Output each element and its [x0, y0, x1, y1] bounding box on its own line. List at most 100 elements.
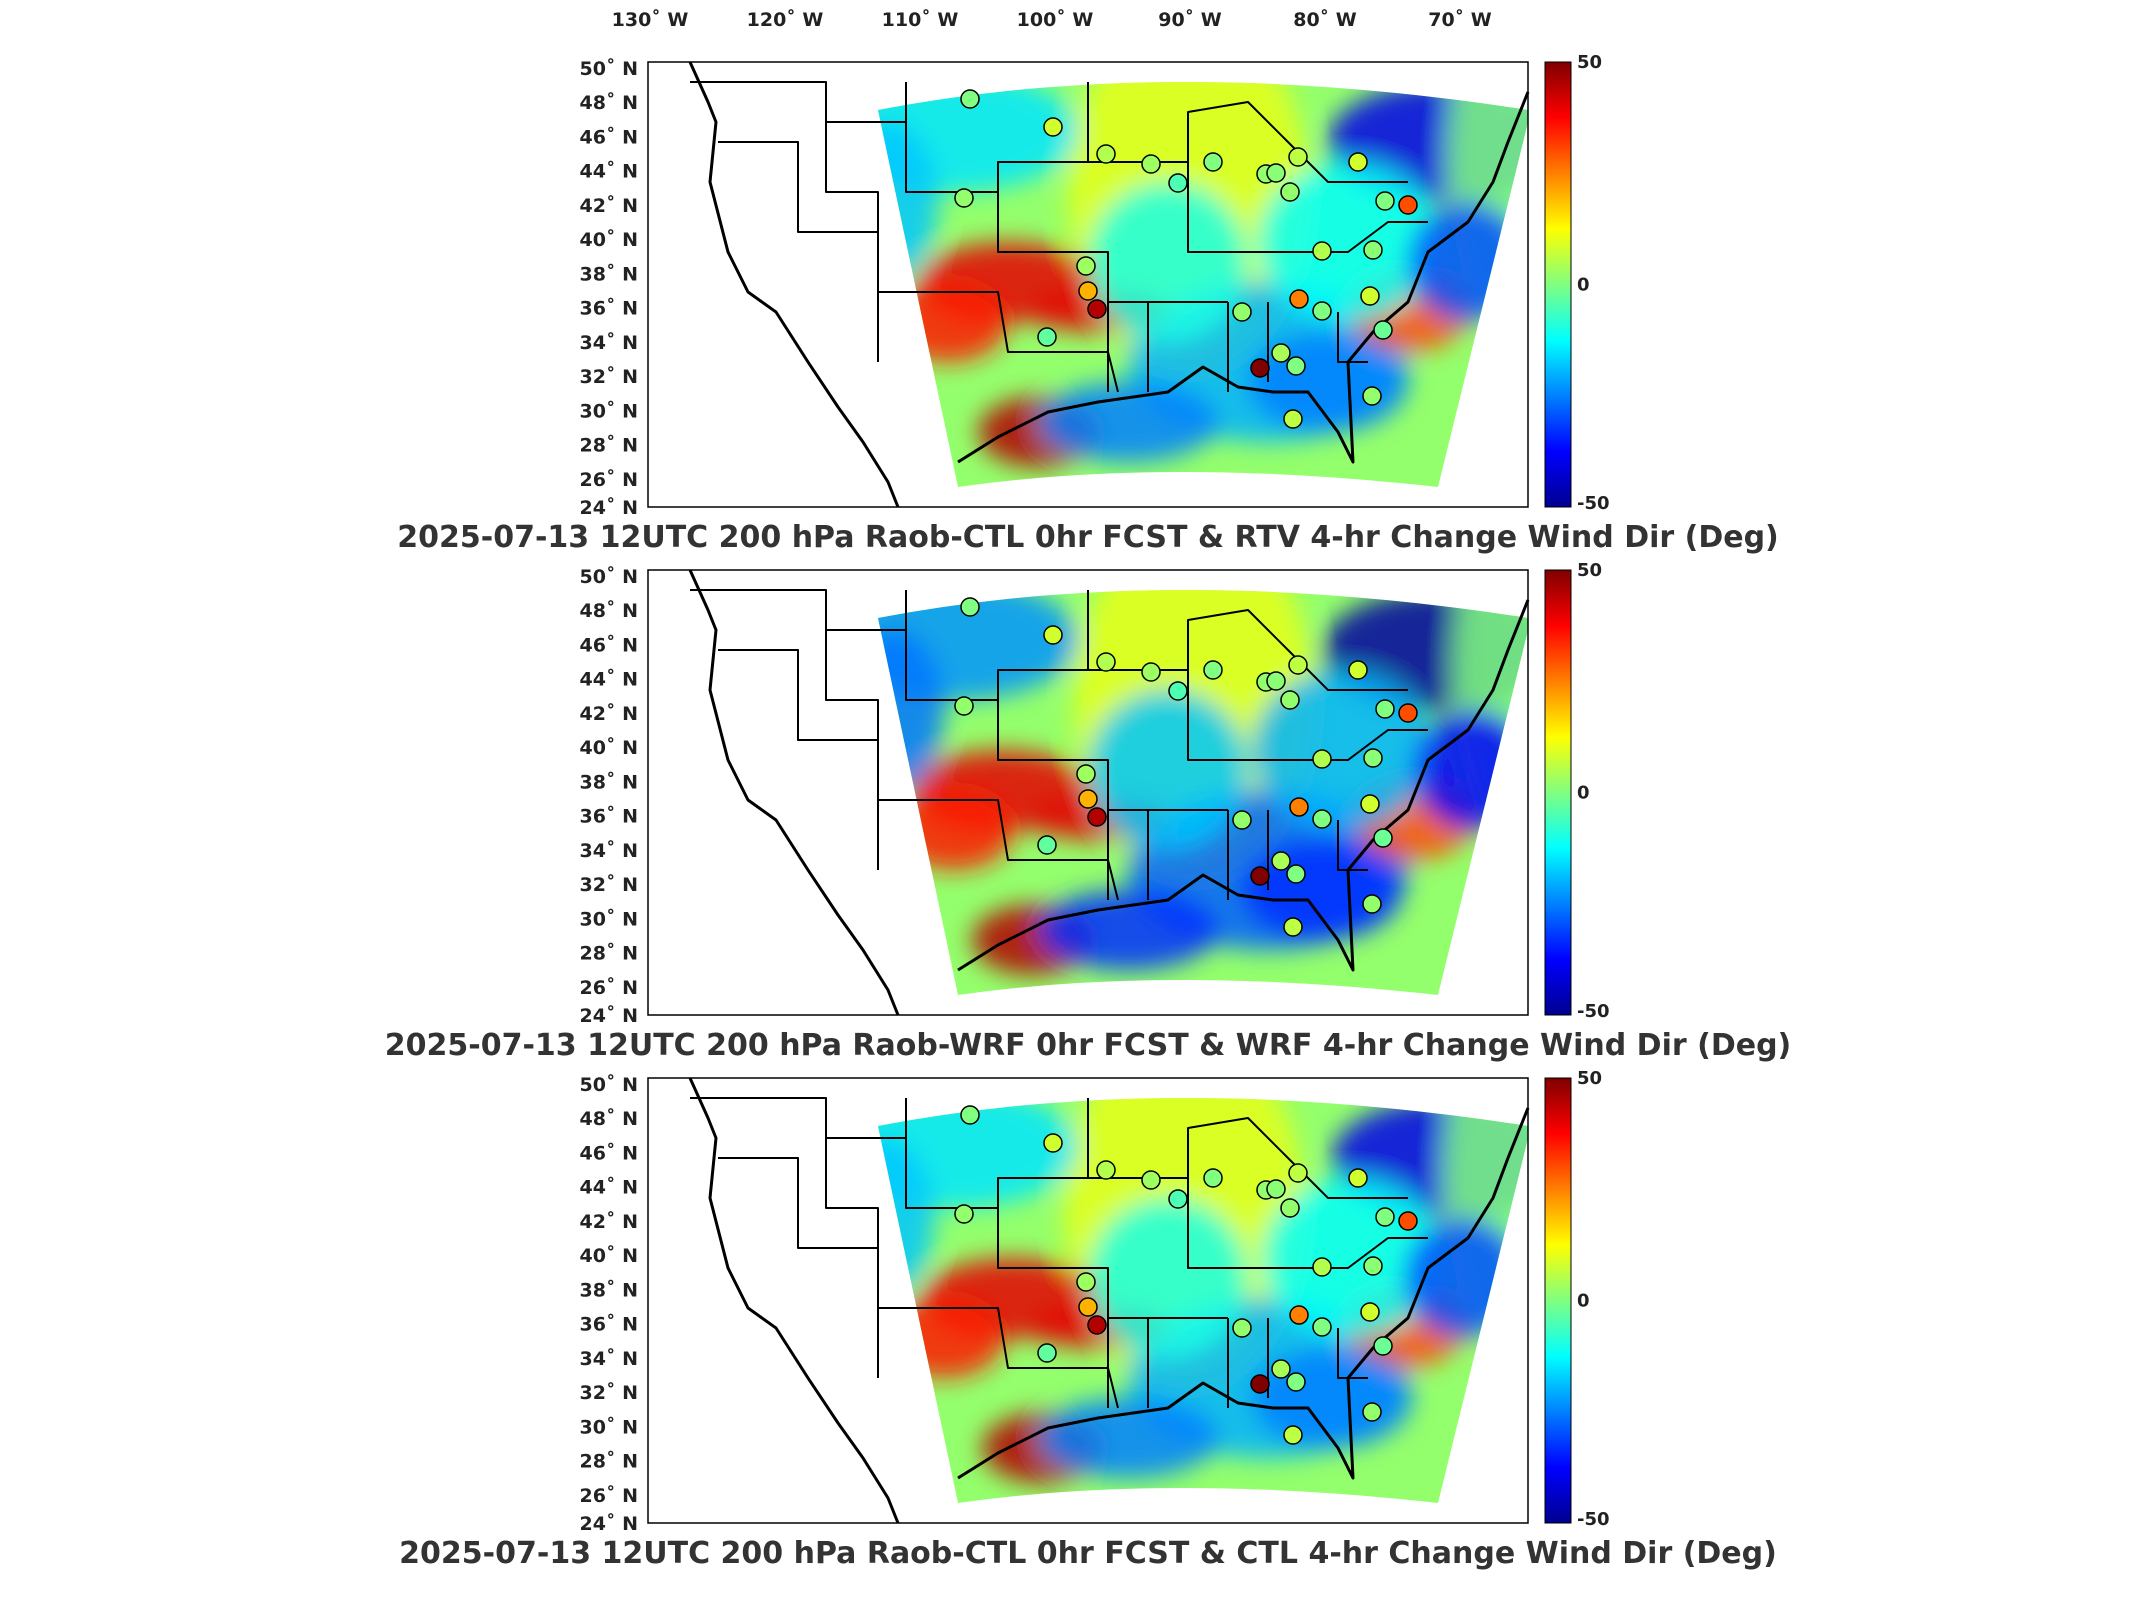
- raob-station-marker: [1037, 835, 1057, 855]
- lat-tick: 34˚ N: [580, 331, 638, 354]
- field-blob: [878, 1098, 1078, 1208]
- raob-station-marker: [1078, 1297, 1098, 1317]
- raob-station-marker: [1363, 748, 1383, 768]
- lat-tick: 24˚ N: [580, 1004, 638, 1027]
- raob-station-marker: [1312, 301, 1332, 321]
- state-border: [1268, 221, 1428, 253]
- field-blob: [894, 790, 1014, 870]
- raob-station-marker: [960, 1105, 980, 1125]
- state-border: [1268, 1237, 1428, 1269]
- raob-station-marker: [1286, 864, 1306, 884]
- west-coastline: [688, 1077, 900, 1524]
- lat-tick: 40˚ N: [580, 1244, 638, 1267]
- raob-station-marker: [954, 1204, 974, 1224]
- lat-tick: 44˚ N: [580, 668, 638, 691]
- raob-station-marker: [1283, 1425, 1303, 1445]
- state-border: [1107, 810, 1149, 900]
- raob-station-marker: [1312, 1317, 1332, 1337]
- lat-tick: 26˚ N: [580, 468, 638, 491]
- lat-tick: 44˚ N: [580, 160, 638, 183]
- raob-station-marker: [1312, 241, 1332, 261]
- raob-station-marker: [1096, 144, 1116, 164]
- lat-tick: 42˚ N: [580, 194, 638, 217]
- raob-station-marker: [1363, 240, 1383, 260]
- lat-tick: 30˚ N: [580, 907, 638, 930]
- field-blob: [1252, 670, 1432, 830]
- raob-station-marker: [1289, 289, 1309, 309]
- lon-tick-100w: 100˚ W: [1017, 8, 1094, 31]
- state-border: [1107, 1318, 1149, 1408]
- lat-tick: 32˚ N: [580, 1381, 638, 1404]
- raob-stations: [954, 89, 1418, 429]
- raob-station-marker: [1096, 1160, 1116, 1180]
- raob-station-marker: [1360, 794, 1380, 814]
- raob-station-marker: [1141, 1170, 1161, 1190]
- raob-stations: [954, 1105, 1418, 1445]
- lon-tick-80w: 80˚ W: [1293, 8, 1357, 31]
- west-coastline: [688, 569, 900, 1016]
- raob-station-marker: [1398, 1211, 1418, 1231]
- state-border: [878, 291, 1119, 393]
- gulf-east-coastline: [957, 1107, 1530, 1480]
- raob-station-marker: [1312, 1257, 1332, 1277]
- raob-station-marker: [1286, 356, 1306, 376]
- state-border: [1088, 1177, 1268, 1269]
- raob-station-marker: [1266, 1179, 1286, 1199]
- lat-tick: 46˚ N: [580, 633, 638, 656]
- field-blob: [1242, 840, 1402, 940]
- raob-station-marker: [1232, 810, 1252, 830]
- state-border: [1187, 101, 1408, 183]
- state-border: [1187, 1117, 1408, 1199]
- raob-station-marker: [954, 188, 974, 208]
- colorbar-gradient: [1544, 1077, 1572, 1524]
- state-border: [690, 81, 879, 362]
- lat-tick: 36˚ N: [580, 805, 638, 828]
- raob-station-marker: [1348, 152, 1368, 172]
- field-blob: [1088, 1198, 1248, 1358]
- raob-station-marker: [960, 89, 980, 109]
- raob-station-marker: [1289, 797, 1309, 817]
- field-blob: [1262, 1178, 1442, 1338]
- raob-station-marker: [1348, 660, 1368, 680]
- field-blob: [878, 122, 938, 282]
- lat-tick: 44˚ N: [580, 1176, 638, 1199]
- panel-title: 2025-07-13 12UTC 200 hPa Raob-WRF 0hr FC…: [385, 1028, 1792, 1063]
- raob-station-marker: [1141, 154, 1161, 174]
- field-blob: [1252, 1348, 1412, 1448]
- colorbar-gradient: [1544, 569, 1572, 1016]
- raob-station-marker: [1096, 652, 1116, 672]
- raob-station-marker: [1087, 299, 1107, 319]
- raob-station-marker: [1283, 409, 1303, 429]
- state-border: [690, 589, 879, 870]
- state-border: [718, 649, 878, 741]
- lat-tick: 30˚ N: [580, 399, 638, 422]
- colorbar: 50 0 -50: [1544, 1068, 1610, 1530]
- raob-station-marker: [1375, 1207, 1395, 1227]
- state-border: [878, 799, 1119, 901]
- lat-tick: 42˚ N: [580, 702, 638, 725]
- lat-tick: 26˚ N: [580, 976, 638, 999]
- field-blob: [1404, 1218, 1524, 1338]
- lat-tick: 38˚ N: [580, 262, 638, 285]
- latitude-axis: 50˚ N 48˚ N 46˚ N 44˚ N 42˚ N 40˚ N 38˚ N 36˚ N…: [580, 1073, 638, 1535]
- raob-station-marker: [960, 597, 980, 617]
- raob-station-marker: [954, 696, 974, 716]
- lat-tick: 40˚ N: [580, 736, 638, 759]
- field-blob: [1088, 690, 1248, 850]
- raob-station-marker: [1363, 1256, 1383, 1276]
- lat-tick: 50˚ N: [580, 1073, 638, 1096]
- raob-station-marker: [1286, 1372, 1306, 1392]
- raob-station-marker: [1037, 327, 1057, 347]
- state-border: [1088, 161, 1268, 253]
- colorbar-label-min: -50: [1577, 493, 1610, 514]
- raob-station-marker: [1266, 671, 1286, 691]
- state-border: [690, 1097, 879, 1378]
- field-blob: [1038, 890, 1218, 970]
- panel-title: 2025-07-13 12UTC 200 hPa Raob-CTL 0hr FC…: [397, 520, 1779, 555]
- colorbar-label-max: 50: [1577, 52, 1602, 73]
- field-blob: [878, 590, 1078, 700]
- field-blob: [878, 82, 1078, 192]
- lat-tick: 34˚ N: [580, 839, 638, 862]
- colorbar-label-mid: 0: [1577, 783, 1590, 804]
- lon-tick-130w: 130˚ W: [612, 8, 689, 31]
